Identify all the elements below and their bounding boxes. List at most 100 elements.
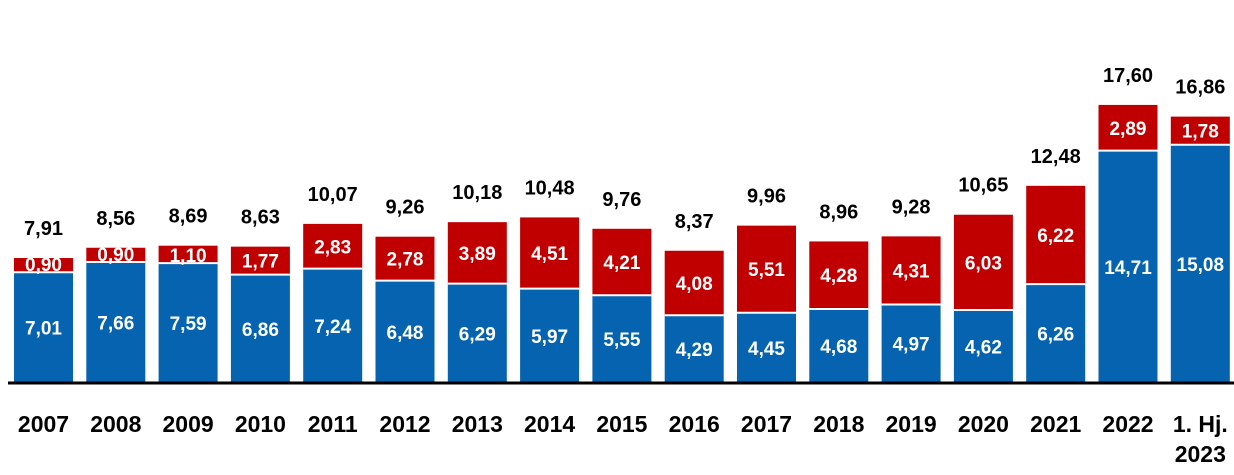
bar-segment-red xyxy=(520,217,580,289)
total-label: 9,76 xyxy=(602,189,641,211)
bar-segment-blue xyxy=(592,295,652,383)
bar-segment-red xyxy=(953,214,1013,311)
bar-segment-red xyxy=(1098,104,1158,151)
bar-segment-red xyxy=(664,250,724,316)
data-label-red: 6,22 xyxy=(1037,226,1074,247)
data-label-blue: 4,29 xyxy=(676,340,713,361)
x-tick-label-line: 2015 xyxy=(596,411,647,437)
total-label: 9,96 xyxy=(747,186,786,208)
x-tick-label-line: 1. Hj. xyxy=(1173,411,1228,437)
bar-segment-red xyxy=(14,258,73,273)
x-tick-label: 2018 xyxy=(813,411,864,437)
data-label-red: 3,89 xyxy=(459,244,496,265)
bar-segment-blue xyxy=(809,309,869,383)
x-tick-label: 2019 xyxy=(886,411,937,437)
data-label-red: 4,31 xyxy=(893,261,930,282)
x-tick-label-line: 2022 xyxy=(1102,411,1153,437)
bar-segment-blue xyxy=(1026,284,1086,383)
data-label-red: 0,90 xyxy=(97,245,134,266)
total-label: 12,48 xyxy=(1031,146,1081,168)
bar-segment-red xyxy=(303,223,363,269)
bar-segment-blue xyxy=(447,283,507,383)
x-tick-label: 2021 xyxy=(1030,411,1081,437)
bar-segment-red xyxy=(737,225,796,313)
x-tick-label: 2017 xyxy=(741,411,792,437)
total-label: 9,26 xyxy=(386,197,425,219)
labels-layer: 7,01 0,90 7,91 7,66 0,90 8,56 7,59 1,10 8,69 6,86… xyxy=(24,65,1225,361)
data-label-blue: 6,86 xyxy=(242,320,279,341)
data-label-red: 2,89 xyxy=(1110,119,1147,140)
bar-segment-blue xyxy=(1170,144,1230,383)
bar-segment-red xyxy=(447,222,507,284)
total-label: 9,28 xyxy=(892,196,931,218)
x-tick-label: 2013 xyxy=(452,411,503,437)
x-axis-ticks: 2007 2008 2009 2010 2011 2012 2013 2014 2015 2016… xyxy=(18,411,1228,467)
bar-segment-red xyxy=(230,246,290,275)
total-label: 7,91 xyxy=(24,218,63,240)
x-tick-label-line: 2017 xyxy=(741,411,792,437)
bar-segment-red xyxy=(86,247,146,262)
x-tick-label: 2020 xyxy=(958,411,1009,437)
bar-segment-red xyxy=(881,236,941,305)
x-tick-label-line: 2019 xyxy=(886,411,937,437)
x-tick-label: 2009 xyxy=(163,411,214,437)
bar-segment-blue xyxy=(14,272,73,383)
data-label-red: 4,51 xyxy=(531,244,568,265)
data-label-blue: 14,71 xyxy=(1104,258,1152,279)
bar-segment-red xyxy=(1026,185,1086,285)
data-label-red: 5,51 xyxy=(748,260,785,281)
total-label: 17,60 xyxy=(1103,65,1153,87)
data-label-blue: 4,68 xyxy=(820,337,857,358)
x-tick-label-line: 2013 xyxy=(452,411,503,437)
data-label-red: 6,03 xyxy=(965,253,1002,274)
data-label-red: 0,90 xyxy=(25,255,62,276)
bars-layer xyxy=(14,104,1230,383)
x-tick-label: 2011 xyxy=(308,411,358,437)
bar-segment-red xyxy=(592,228,652,296)
data-label-red: 4,08 xyxy=(676,274,713,295)
bar-segment-blue xyxy=(1098,150,1158,383)
data-label-blue: 7,66 xyxy=(97,313,134,334)
data-label-red: 1,78 xyxy=(1182,122,1219,143)
total-label: 10,07 xyxy=(308,184,358,206)
x-tick-label-line: 2018 xyxy=(813,411,864,437)
x-tick-label-line: 2020 xyxy=(958,411,1009,437)
data-label-blue: 4,97 xyxy=(893,335,930,356)
x-tick-label-line: 2012 xyxy=(379,411,430,437)
total-label: 10,65 xyxy=(958,175,1008,197)
x-tick-label-line: 2008 xyxy=(90,411,141,437)
total-label: 16,86 xyxy=(1175,77,1225,99)
x-tick-label: 2007 xyxy=(18,411,69,437)
x-tick-label: 2010 xyxy=(235,411,286,437)
data-label-red: 4,28 xyxy=(820,266,857,287)
bar-segment-blue xyxy=(737,312,796,383)
data-label-blue: 6,48 xyxy=(387,323,424,344)
data-label-blue: 15,08 xyxy=(1177,255,1225,276)
bar-segment-red xyxy=(375,236,435,281)
bar-segment-blue xyxy=(303,268,363,383)
data-label-blue: 4,45 xyxy=(748,339,785,360)
x-tick-label-line: 2011 xyxy=(308,411,358,437)
bar-segment-blue xyxy=(86,261,146,383)
total-label: 8,63 xyxy=(241,207,280,229)
x-tick-label-line: 2016 xyxy=(669,411,720,437)
data-label-blue: 7,59 xyxy=(170,314,207,335)
x-tick-label-line: 2007 xyxy=(18,411,69,437)
data-label-blue: 7,01 xyxy=(25,319,62,340)
data-label-blue: 5,97 xyxy=(531,327,568,348)
bar-segment-blue xyxy=(664,315,724,383)
x-tick-label-line: 2014 xyxy=(524,411,575,437)
data-label-blue: 7,24 xyxy=(314,317,351,338)
data-label-red: 2,78 xyxy=(387,250,424,271)
total-label: 8,37 xyxy=(675,211,714,233)
x-tick-label: 2008 xyxy=(90,411,141,437)
data-label-blue: 5,55 xyxy=(603,330,640,351)
x-tick-label: 2016 xyxy=(669,411,720,437)
x-tick-label: 2014 xyxy=(524,411,575,437)
bar-segment-blue xyxy=(520,288,580,383)
total-label: 10,48 xyxy=(525,177,575,199)
data-label-blue: 6,29 xyxy=(459,324,496,345)
x-tick-label: 1. Hj. 2023 xyxy=(1173,411,1228,467)
x-tick-label-line: 2023 xyxy=(1175,441,1226,467)
